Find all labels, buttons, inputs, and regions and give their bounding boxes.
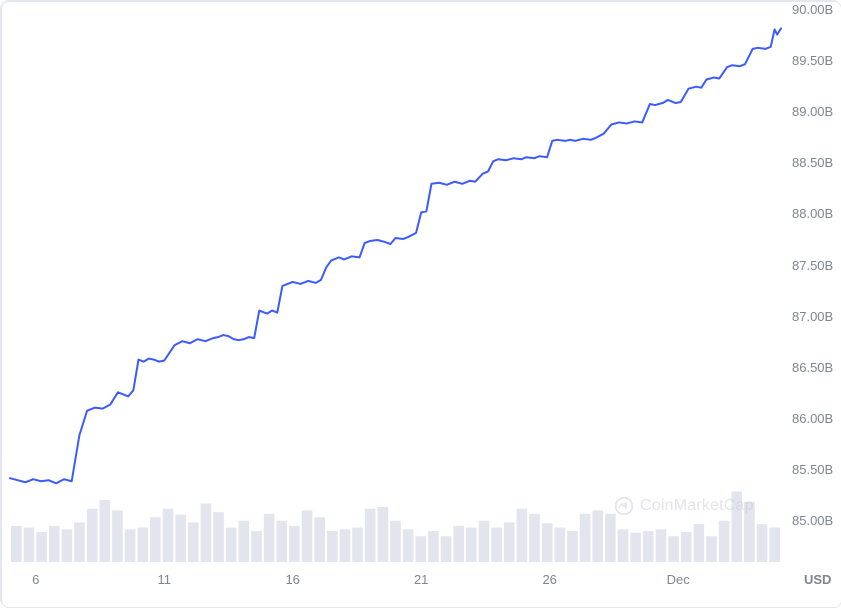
- volume-bar: [479, 521, 490, 562]
- volume-bar: [340, 529, 351, 562]
- volume-bar: [618, 529, 629, 562]
- coinmarketcap-icon: [614, 496, 634, 516]
- volume-bar: [504, 522, 515, 562]
- volume-bar: [428, 531, 439, 562]
- volume-bar: [580, 514, 591, 562]
- volume-bar: [24, 528, 35, 562]
- volume-bar: [239, 521, 250, 562]
- volume-bar: [302, 510, 313, 562]
- x-axis-label: 16: [285, 572, 299, 587]
- volume-bar: [276, 521, 287, 562]
- volume-bar: [352, 528, 363, 562]
- volume-bar: [517, 509, 528, 562]
- volume-bar: [656, 529, 667, 562]
- volume-bar: [415, 536, 426, 562]
- volume-bar: [757, 524, 768, 562]
- volume-bar: [314, 517, 325, 562]
- volume-bar: [74, 522, 85, 562]
- volume-bar: [555, 528, 566, 562]
- volume-bar: [226, 528, 237, 562]
- x-axis-label: 21: [414, 572, 428, 587]
- y-axis-label: 85.50B: [792, 462, 833, 477]
- volume-bar: [264, 514, 275, 562]
- volume-bar: [403, 529, 414, 562]
- watermark: CoinMarketCap: [614, 496, 754, 516]
- volume-bar: [62, 529, 73, 562]
- volume-bar: [99, 500, 110, 562]
- volume-bar: [112, 510, 123, 562]
- market-cap-chart: CoinMarketCap USD 85.00B 85.50B 86.00B 86.5…: [2, 2, 841, 607]
- volume-bar: [453, 526, 464, 562]
- volume-bar: [529, 514, 540, 562]
- y-axis-label: 88.50B: [792, 155, 833, 170]
- volume-bar: [365, 509, 376, 562]
- x-axis-label: 6: [32, 572, 39, 587]
- volume-bar: [567, 531, 578, 562]
- volume-bar: [491, 528, 502, 562]
- volume-bar: [706, 536, 717, 562]
- volume-bar: [289, 526, 300, 562]
- x-axis-label: 11: [157, 572, 171, 587]
- volume-bar: [213, 512, 224, 562]
- y-axis-label: 88.00B: [792, 206, 833, 221]
- volume-bar: [327, 531, 338, 562]
- y-axis-label: 86.00B: [792, 411, 833, 426]
- y-axis-label: 89.50B: [792, 53, 833, 68]
- volume-bar: [188, 522, 199, 562]
- volume-bar: [441, 536, 452, 562]
- volume-bar: [681, 532, 692, 562]
- volume-bar: [251, 531, 262, 562]
- y-axis-label: 90.00B: [792, 2, 833, 17]
- volume-bar: [87, 509, 98, 562]
- volume-bar: [605, 514, 616, 562]
- y-axis-label: 85.00B: [792, 513, 833, 528]
- volume-bar: [150, 517, 161, 562]
- volume-bar: [36, 532, 47, 562]
- volume-bar: [542, 523, 553, 562]
- volume-bar: [378, 507, 389, 562]
- chart-canvas: [2, 2, 841, 608]
- price-line: [10, 28, 781, 483]
- x-axis-label: 26: [542, 572, 556, 587]
- volume-bar: [125, 529, 136, 562]
- currency-label: USD: [804, 572, 831, 587]
- volume-bar: [201, 504, 212, 562]
- volume-bar: [49, 526, 60, 562]
- volume-bar: [175, 515, 186, 562]
- volume-bar: [719, 521, 730, 562]
- volume-bar: [694, 524, 705, 562]
- watermark-text: CoinMarketCap: [640, 497, 754, 515]
- volume-bar: [137, 528, 148, 562]
- x-axis-label: Dec: [667, 572, 690, 587]
- y-axis-label: 87.00B: [792, 309, 833, 324]
- volume-bar: [630, 533, 641, 562]
- y-axis-label: 87.50B: [792, 258, 833, 273]
- volume-bar: [390, 521, 401, 562]
- y-axis-label: 89.00B: [792, 104, 833, 119]
- volume-bar: [643, 531, 654, 562]
- volume-bar: [769, 528, 780, 562]
- volume-bar: [592, 510, 603, 562]
- y-axis-label: 86.50B: [792, 360, 833, 375]
- volume-bar: [163, 509, 174, 562]
- volume-bar: [668, 536, 679, 562]
- volume-bar: [466, 528, 477, 562]
- volume-bar: [11, 526, 22, 562]
